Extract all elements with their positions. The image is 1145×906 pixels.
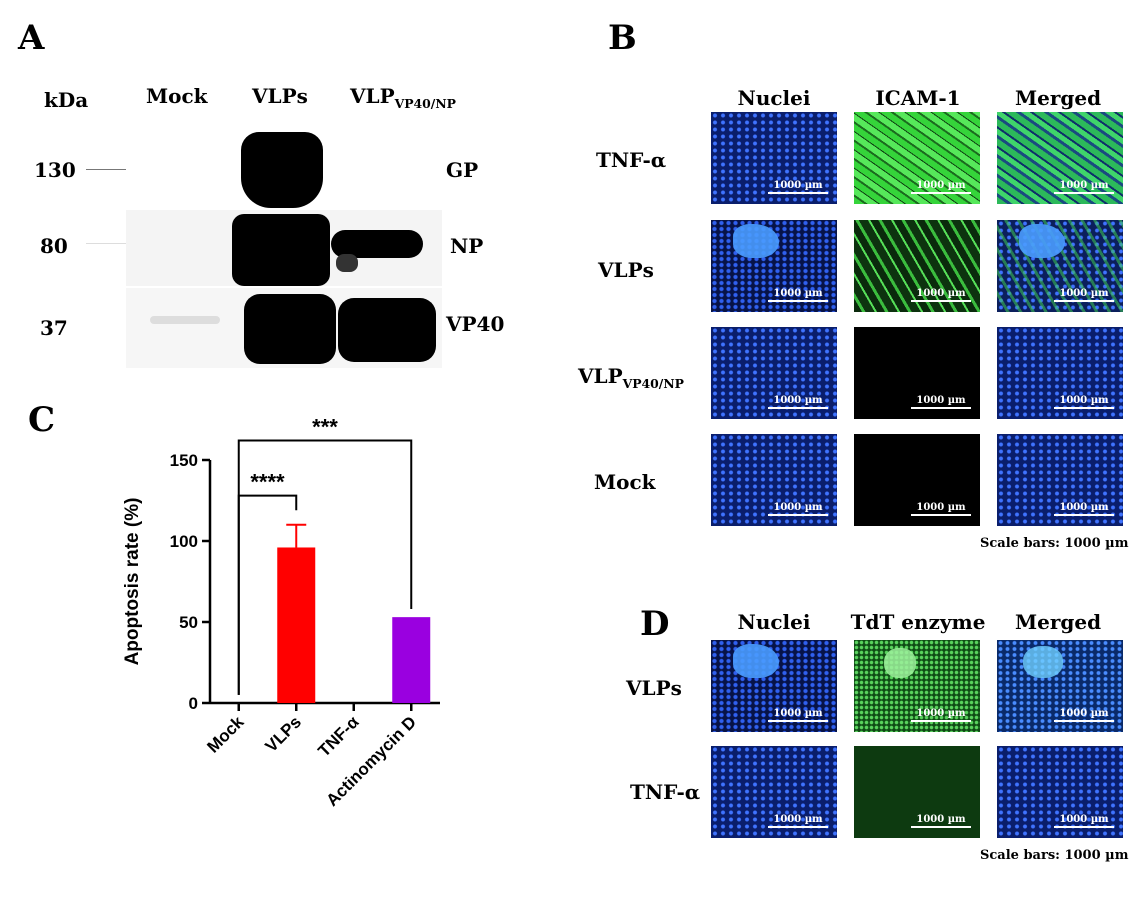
- marker-tick-130: [86, 169, 126, 170]
- micrograph-vlpvp40np-nuclei: 1000 µm: [711, 327, 837, 419]
- lane-label-mock: Mock: [146, 84, 208, 108]
- bar-actinomycin-d: [392, 617, 431, 703]
- x-tick-label: TNF-α: [314, 712, 363, 761]
- marker-tick-80: [86, 243, 126, 244]
- x-tick-label: VLPs: [262, 712, 306, 756]
- row-label-vlps: VLPs: [598, 258, 654, 282]
- marker-130: 130: [34, 158, 76, 182]
- marker-80: 80: [40, 234, 68, 258]
- y-tick-label: 50: [179, 613, 198, 632]
- d-micrograph-tnf-nuclei: 1000 µm: [711, 746, 837, 838]
- d-micrograph-tnf-tdt: 1000 µm: [854, 746, 980, 838]
- micrograph-tnf-merged: 1000 µm: [997, 112, 1123, 204]
- significance-mock-vlps-label: ****: [250, 470, 285, 495]
- y-tick-label: 100: [170, 532, 198, 551]
- col-header-nuclei: Nuclei: [737, 86, 811, 110]
- blot-strip-gp: [126, 132, 442, 208]
- vp40-band-vlps: [244, 294, 336, 364]
- d-micrograph-vlps-nuclei: 1000 µm: [711, 640, 837, 732]
- col-header-merged: Merged: [1014, 86, 1102, 110]
- panel-d-letter: D: [640, 604, 670, 644]
- np-band-vlp-vp40-np: [331, 230, 423, 258]
- significance-mock-actinomycin-bracket: [237, 439, 413, 695]
- vp40-faint-mock: [150, 316, 220, 324]
- panel-b-letter: B: [608, 18, 637, 58]
- micrograph-tnf-icam1: 1000 µm: [854, 112, 980, 204]
- micrograph-vlps-merged: 1000 µm: [997, 220, 1123, 312]
- d-col-header-nuclei: Nuclei: [737, 610, 811, 634]
- panel-c-letter: C: [28, 400, 56, 440]
- marker-37: 37: [40, 316, 68, 340]
- blot-strip-vp40: [126, 288, 442, 368]
- micrograph-vlps-icam1: 1000 µm: [854, 220, 980, 312]
- micrograph-vlpvp40np-merged: 1000 µm: [997, 327, 1123, 419]
- micrograph-vlps-nuclei: 1000 µm: [711, 220, 837, 312]
- bar-vlps: [277, 547, 316, 703]
- d-col-header-tdt: TdT enzyme: [850, 610, 986, 634]
- d-row-label-tnf: TNF-α: [630, 780, 701, 804]
- significance-mock-actinomycin-label: ***: [312, 415, 338, 440]
- scale-note-d: Scale bars: 1000 µm: [980, 848, 1129, 863]
- micrograph-mock-merged: 1000 µm: [997, 434, 1123, 526]
- band-label-vp40: VP40: [446, 312, 505, 336]
- apoptosis-bar-chart: 0 50 100 150 Apoptosis rate (%) Mock VLPs TNF-α…: [122, 415, 440, 810]
- gp-band-vlps: [241, 132, 323, 208]
- y-axis-label: Apoptosis rate (%): [122, 498, 143, 666]
- np-smear: [336, 254, 358, 272]
- kda-label: kDa: [44, 88, 89, 112]
- d-micrograph-tnf-merged: 1000 µm: [997, 746, 1123, 838]
- micrograph-tnf-nuclei: 1000 µm: [711, 112, 837, 204]
- d-micrograph-vlps-merged: 1000 µm: [997, 640, 1123, 732]
- scale-note-b: Scale bars: 1000 µm: [980, 536, 1129, 551]
- blot-strip-np: [126, 210, 442, 286]
- row-label-mock: Mock: [594, 470, 656, 494]
- micrograph-mock-nuclei: 1000 µm: [711, 434, 837, 526]
- row-label-vlp-vp40-np: VLPVP40/NP: [578, 364, 684, 391]
- panel-a-letter: A: [18, 18, 45, 58]
- d-col-header-merged: Merged: [1014, 610, 1102, 634]
- lane-label-vlps: VLPs: [252, 84, 308, 108]
- x-tick-label: Mock: [203, 712, 248, 757]
- lane-label-vlp-vp40-np: VLPVP40/NP: [350, 84, 456, 111]
- d-micrograph-vlps-tdt: 1000 µm: [854, 640, 980, 732]
- row-label-tnf: TNF-α: [596, 148, 667, 172]
- y-tick-label: 150: [170, 451, 198, 470]
- band-label-gp: GP: [446, 158, 479, 182]
- np-band-vlps: [232, 214, 330, 286]
- band-label-np: NP: [450, 234, 484, 258]
- vp40-band-vlp-vp40-np: [338, 298, 436, 362]
- y-tick-label: 0: [189, 694, 198, 713]
- d-row-label-vlps: VLPs: [626, 676, 682, 700]
- micrograph-vlpvp40np-icam1: 1000 µm: [854, 327, 980, 419]
- col-header-icam1: ICAM-1: [875, 86, 961, 110]
- micrograph-mock-icam1: 1000 µm: [854, 434, 980, 526]
